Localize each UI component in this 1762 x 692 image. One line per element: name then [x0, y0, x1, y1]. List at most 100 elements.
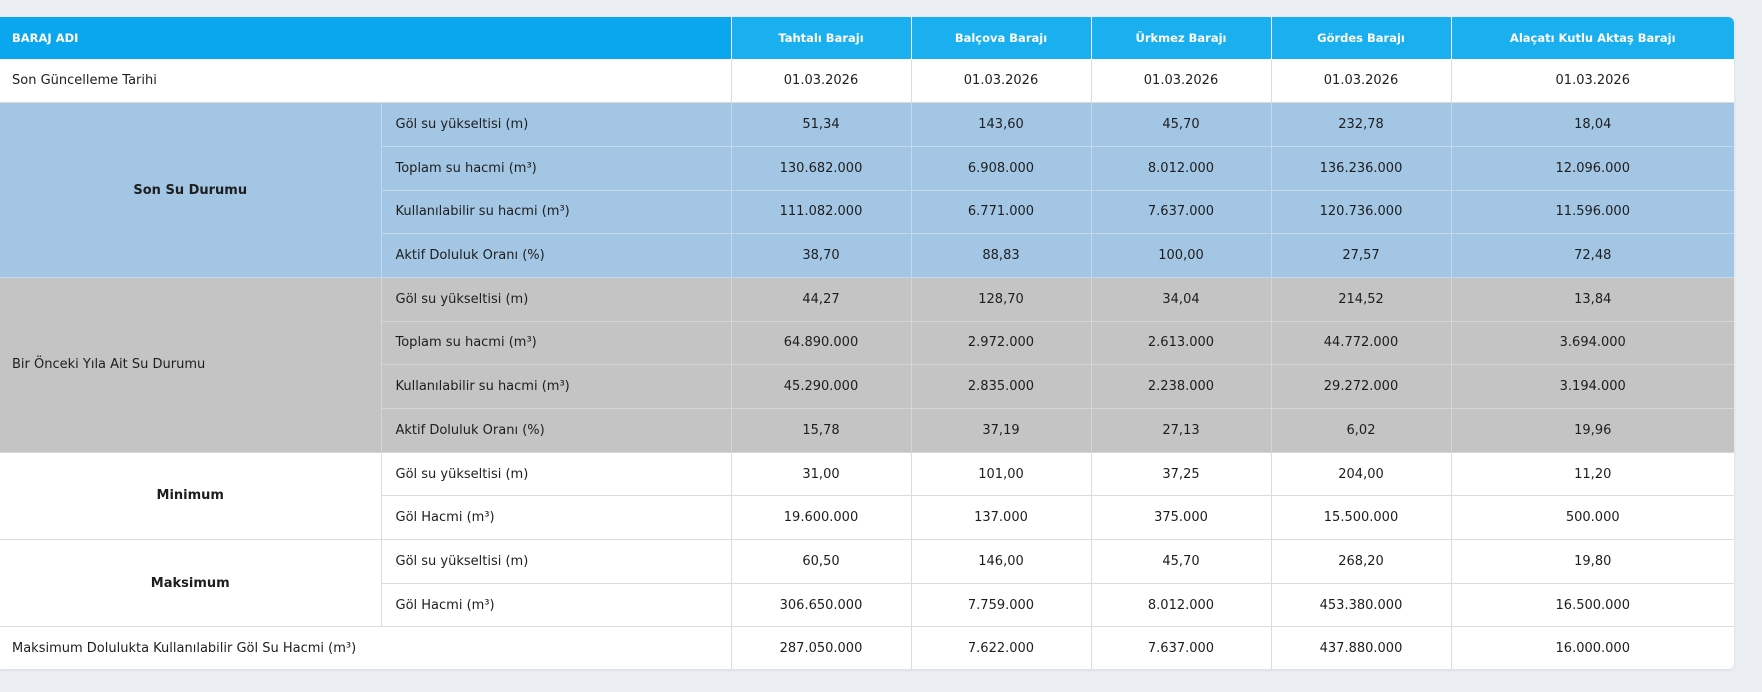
previous-row: Toplam su hacmi (m³) 64.890.000 2.972.00… [0, 320, 1734, 366]
minimum-row: Minimum Göl su yükseltisi (m) 31,00 101,… [0, 451, 1734, 541]
cell-value: 3.694.000 [1450, 320, 1734, 366]
cell-value: 453.380.000 [1270, 582, 1452, 628]
cell-value: 7.637.000 [1090, 626, 1272, 669]
cell-value: 44.772.000 [1270, 320, 1452, 366]
row-label: Göl su yükseltisi (m) [380, 102, 732, 147]
cell-value: 27,57 [1270, 233, 1452, 278]
previous-row: Bir Önceki Yıla Ait Su Durumu Göl su yük… [0, 276, 1734, 453]
header-dam-3: Ürkmez Barajı [1090, 17, 1272, 60]
cell-value: 6.771.000 [910, 189, 1092, 235]
row-label: Göl su yükseltisi (m) [380, 451, 732, 497]
cell-value: 37,25 [1090, 451, 1272, 497]
header-dam-5: Alaçatı Kutlu Aktaş Barajı [1450, 17, 1734, 60]
cell-value: 16.000.000 [1450, 626, 1734, 669]
row-label: Göl su yükseltisi (m) [380, 276, 732, 322]
row-label: Kullanılabilir su hacmi (m³) [381, 364, 732, 409]
cell-value: 34,04 [1090, 276, 1272, 322]
cell-value: 37,19 [910, 408, 1092, 453]
maximum-row: Maksimum Göl su yükseltisi (m) 60,50 146… [0, 539, 1734, 628]
cell-value: 8.012.000 [1090, 145, 1272, 191]
cell-value: 120.736.000 [1270, 189, 1452, 235]
max-usable-row: Maksimum Dolulukta Kullanılabilir Göl Su… [0, 626, 1734, 669]
cell-value: 2.613.000 [1090, 320, 1272, 366]
cell-value: 8.012.000 [1090, 582, 1272, 628]
maximum-section-label: Maksimum [0, 539, 382, 628]
maximum-row: Göl Hacmi (m³) 306.650.000 7.759.000 8.0… [0, 582, 1734, 628]
cell-value: 45,70 [1090, 539, 1272, 584]
cell-value: 7.637.000 [1090, 189, 1272, 235]
cell-value: 38,70 [730, 233, 912, 278]
cell-value: 287.050.000 [730, 626, 912, 669]
cell-value: 204,00 [1270, 451, 1452, 497]
row-label: Göl su yükseltisi (m) [380, 539, 732, 584]
cell-value: 19,80 [1450, 539, 1734, 584]
row-label: Toplam su hacmi (m³) [381, 145, 732, 191]
previous-row: Kullanılabilir su hacmi (m³) 45.290.000 … [0, 364, 1734, 409]
cell-value: 15.500.000 [1270, 495, 1452, 541]
header-dam-name: BARAJ ADI [0, 17, 732, 60]
cell-value: 437.880.000 [1270, 626, 1452, 669]
cell-value: 3.194.000 [1450, 364, 1734, 409]
cell-value: 268,20 [1270, 539, 1452, 584]
cell-value: 45.290.000 [730, 364, 912, 409]
cell-value: 13,84 [1450, 276, 1734, 322]
cell-value: 375.000 [1090, 495, 1272, 541]
cell-value: 101,00 [910, 451, 1092, 497]
update-date-value: 01.03.2026 [1090, 58, 1272, 104]
cell-value: 214,52 [1270, 276, 1452, 322]
cell-value: 136.236.000 [1270, 145, 1452, 191]
cell-value: 15,78 [730, 408, 912, 453]
cell-value: 27,13 [1090, 408, 1272, 453]
dam-status-card: BARAJ ADI Tahtalı Barajı Balçova Barajı … [0, 17, 1734, 669]
update-date-row: Son Güncelleme Tarihi 01.03.2026 01.03.2… [0, 58, 1734, 104]
previous-section-label: Bir Önceki Yıla Ait Su Durumu [0, 276, 382, 453]
cell-value: 45,70 [1090, 102, 1272, 147]
cell-value: 232,78 [1270, 102, 1452, 147]
row-label: Aktif Doluluk Oranı (%) [381, 233, 732, 278]
cell-value: 11,20 [1450, 451, 1734, 497]
cell-value: 500.000 [1450, 495, 1734, 541]
header-dam-2: Balçova Barajı [910, 17, 1092, 60]
cell-value: 72,48 [1450, 233, 1734, 278]
cell-value: 31,00 [730, 451, 912, 497]
cell-value: 2.835.000 [910, 364, 1092, 409]
update-date-value: 01.03.2026 [730, 58, 912, 104]
cell-value: 306.650.000 [730, 582, 912, 628]
dam-status-table: BARAJ ADI Tahtalı Barajı Balçova Barajı … [0, 17, 1734, 669]
cell-value: 64.890.000 [730, 320, 912, 366]
update-date-value: 01.03.2026 [1270, 58, 1452, 104]
cell-value: 88,83 [910, 233, 1092, 278]
cell-value: 12.096.000 [1450, 145, 1734, 191]
cell-value: 128,70 [910, 276, 1092, 322]
cell-value: 60,50 [730, 539, 912, 584]
cell-value: 16.500.000 [1450, 582, 1734, 628]
row-label: Göl Hacmi (m³) [381, 495, 732, 541]
cell-value: 143,60 [910, 102, 1092, 147]
cell-value: 2.972.000 [910, 320, 1092, 366]
cell-value: 137.000 [910, 495, 1092, 541]
cell-value: 6.908.000 [910, 145, 1092, 191]
minimum-row: Göl Hacmi (m³) 19.600.000 137.000 375.00… [0, 495, 1734, 541]
max-usable-label: Maksimum Dolulukta Kullanılabilir Göl Su… [0, 626, 732, 669]
update-date-label: Son Güncelleme Tarihi [0, 58, 732, 104]
header-dam-4: Gördes Barajı [1270, 17, 1452, 60]
header-row: BARAJ ADI Tahtalı Barajı Balçova Barajı … [0, 17, 1734, 60]
previous-row: Aktif Doluluk Oranı (%) 15,78 37,19 27,1… [0, 408, 1734, 453]
cell-value: 6,02 [1270, 408, 1452, 453]
cell-value: 19,96 [1450, 408, 1734, 453]
cell-value: 19.600.000 [730, 495, 912, 541]
cell-value: 44,27 [730, 276, 912, 322]
cell-value: 11.596.000 [1450, 189, 1734, 235]
current-row: Son Su Durumu Göl su yükseltisi (m) 51,3… [0, 102, 1734, 278]
cell-value: 100,00 [1090, 233, 1272, 278]
cell-value: 111.082.000 [730, 189, 912, 235]
row-label: Göl Hacmi (m³) [381, 582, 732, 628]
cell-value: 29.272.000 [1270, 364, 1452, 409]
cell-value: 51,34 [730, 102, 912, 147]
minimum-section-label: Minimum [0, 451, 382, 541]
cell-value: 2.238.000 [1090, 364, 1272, 409]
current-section-label: Son Su Durumu [0, 102, 382, 278]
cell-value: 146,00 [910, 539, 1092, 584]
row-label: Aktif Doluluk Oranı (%) [381, 408, 732, 453]
update-date-value: 01.03.2026 [910, 58, 1092, 104]
